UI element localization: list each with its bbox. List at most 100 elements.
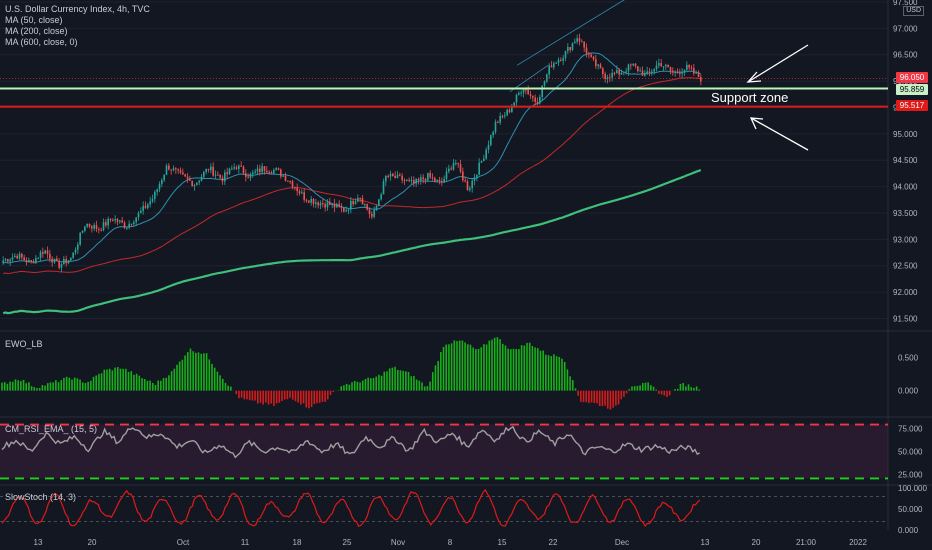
candle-body	[196, 182, 198, 186]
candle-body	[214, 174, 217, 176]
candle-body	[366, 204, 368, 210]
candle-body	[655, 65, 658, 70]
candle-body	[25, 260, 28, 263]
candle-body	[256, 168, 259, 172]
candle-body	[424, 178, 427, 181]
candle-body	[501, 115, 504, 117]
candle-body	[46, 250, 49, 254]
candle-body	[77, 244, 79, 250]
time-axis-label: 2022	[849, 538, 867, 547]
candle-body	[39, 252, 42, 258]
candle-body	[240, 165, 242, 167]
candle-body	[667, 64, 669, 68]
candle-body	[32, 261, 35, 264]
candle-body	[606, 77, 609, 79]
candle-body	[688, 64, 690, 68]
candle-body	[490, 135, 492, 145]
candle-body	[597, 64, 599, 67]
candle-body	[51, 258, 53, 263]
candle-body	[532, 95, 534, 98]
candle-body	[483, 158, 485, 162]
candle-body	[242, 166, 245, 174]
candle-body	[632, 63, 634, 66]
candle-body	[109, 218, 112, 221]
candle-body	[618, 70, 620, 75]
candle-body	[18, 253, 21, 259]
candle-body	[375, 205, 378, 211]
candle-body	[343, 207, 345, 212]
candle-body	[70, 257, 72, 261]
candle-body	[564, 51, 567, 59]
candle-body	[81, 230, 84, 233]
candle-body	[184, 174, 186, 177]
candle-body	[294, 186, 296, 188]
candle-body	[508, 109, 511, 113]
candle-body	[301, 192, 303, 194]
candle-body	[469, 188, 471, 191]
rsi-pane-label: CM_RSI_EMA_ (15, 5)	[5, 424, 98, 434]
candle-body	[249, 173, 252, 178]
candle-body	[217, 174, 219, 176]
chart-legend: U.S. Dollar Currency Index, 4h, TVC MA (…	[5, 4, 150, 48]
candle-body	[350, 200, 352, 210]
candle-body	[417, 178, 420, 181]
price-axis-label: 97.000	[893, 24, 918, 33]
candle-body	[30, 260, 32, 262]
candle-body	[161, 179, 163, 185]
candle-body	[149, 201, 151, 205]
candle-body	[98, 228, 100, 230]
time-axis-label: 21:00	[796, 538, 817, 547]
candle-body	[373, 210, 375, 217]
candle-body	[189, 178, 191, 181]
candle-body	[186, 176, 189, 179]
candle-body	[2, 260, 4, 264]
time-axis-label: Nov	[391, 538, 405, 547]
candle-body	[513, 102, 515, 107]
candle-body	[431, 177, 434, 179]
candle-body	[443, 178, 445, 183]
price-axis-label: 91.500	[893, 314, 918, 323]
candle-body	[679, 72, 681, 74]
time-axis-label: 11	[241, 538, 250, 547]
rsi-line	[1, 425, 701, 459]
candle-body	[133, 222, 135, 225]
candle-body	[436, 179, 438, 182]
candle-body	[347, 209, 350, 211]
candle-body	[72, 252, 74, 258]
candle-body	[238, 165, 240, 169]
candle-body	[4, 259, 7, 261]
candle-body	[63, 258, 65, 265]
candle-body	[497, 121, 499, 123]
rsi-line-layer	[1, 425, 701, 459]
candle-body	[168, 165, 170, 170]
candle-body	[235, 167, 238, 169]
candle-body	[49, 253, 51, 259]
candle-body	[592, 56, 595, 60]
candle-body	[312, 198, 315, 204]
candle-body	[602, 68, 604, 74]
candle-body	[604, 73, 606, 79]
stoch-line-layer	[0, 488, 888, 528]
stoch-line	[1, 488, 701, 528]
candle-body	[175, 168, 177, 170]
candle-body	[319, 203, 322, 206]
candle-body	[198, 180, 200, 183]
candle-body	[371, 213, 373, 217]
candle-body	[445, 171, 448, 179]
ma50-legend: MA (50, close)	[5, 15, 63, 25]
currency-badge: USD	[903, 6, 924, 16]
ewo-axis-label: 0.000	[898, 387, 919, 396]
time-axis-label: 22	[549, 538, 558, 547]
price-axis-label: 95.000	[893, 130, 918, 139]
candle-body	[126, 227, 128, 229]
price-axis-label: 93.000	[893, 235, 918, 244]
candle-body	[434, 177, 436, 182]
time-axis-label: 18	[293, 538, 302, 547]
candle-body	[364, 204, 366, 206]
candle-body	[137, 213, 140, 218]
candle-body	[74, 249, 77, 253]
candle-body	[287, 180, 289, 182]
rsi-axis-label: 75.000	[898, 424, 923, 433]
candle-body	[686, 64, 688, 70]
